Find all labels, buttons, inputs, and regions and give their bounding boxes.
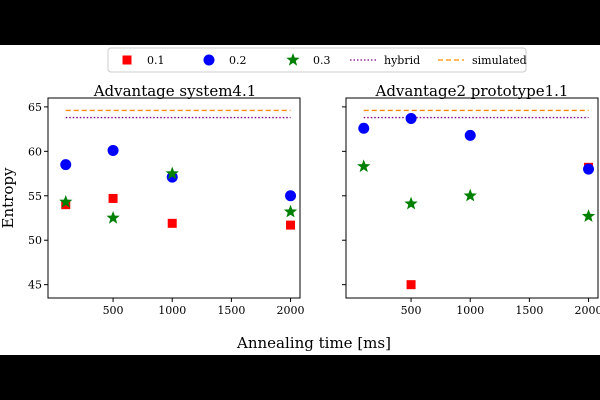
x-tick-label-left: 2000: [277, 304, 305, 317]
point-circle-right: [358, 122, 370, 134]
point-square-right: [406, 280, 416, 290]
x-axis-label: Annealing time [ms]: [236, 334, 391, 352]
y-tick-label-left: 65: [28, 101, 42, 114]
point-star-right: [581, 209, 596, 222]
point-circle-right: [464, 129, 476, 141]
y-tick-label-left: 50: [28, 234, 42, 247]
x-tick-label-right: 1500: [515, 304, 543, 317]
x-tick-label-left: 500: [103, 304, 124, 317]
panel-left: Advantage system4.1 500 1000 1500 2000 45 50 5…: [28, 82, 305, 317]
x-tick-label-left: 1500: [217, 304, 245, 317]
point-square-left: [286, 220, 296, 230]
point-circle-right: [583, 163, 595, 175]
point-circle-left: [107, 144, 119, 156]
point-star-left: [106, 211, 120, 224]
point-star-left: [59, 195, 73, 208]
point-star-left: [165, 166, 179, 180]
axes-frame-left: [47, 97, 301, 299]
x-tick-label-right: 1000: [456, 304, 484, 317]
legend-label: 0.2: [229, 54, 247, 67]
legend-marker-circle: [203, 54, 215, 66]
panel-right: Advantage2 prototype1.1 500 1000 1500 2000: [342, 82, 600, 317]
legend-label: 0.1: [147, 54, 165, 67]
axes-frame-right: [345, 97, 599, 299]
y-tick-label-left: 45: [28, 279, 42, 292]
point-circle-left: [60, 159, 72, 171]
legend-label: hybrid: [384, 54, 420, 67]
point-star-left: [283, 204, 298, 218]
point-star-right: [404, 196, 418, 210]
y-axis-label: Entropy: [0, 167, 17, 228]
x-tick-label-right: 2000: [575, 304, 600, 317]
legend-marker-star: [286, 53, 300, 66]
panel-title-left: Advantage system4.1: [93, 82, 257, 100]
legend-label: 0.3: [313, 54, 331, 67]
legend-marker-square: [122, 55, 132, 65]
y-tick-label-left: 60: [28, 145, 42, 158]
legend-label: simulated: [472, 54, 527, 67]
point-circle-left: [285, 190, 297, 202]
legend-frame: [107, 47, 527, 73]
legend: 0.1 0.2 0.3 hybrid simulated: [107, 47, 527, 73]
x-tick-label-left: 1000: [158, 304, 186, 317]
x-tick-label-right: 500: [401, 304, 422, 317]
point-star-right: [463, 188, 477, 202]
point-square-left: [167, 218, 177, 228]
point-circle-right: [405, 112, 417, 124]
point-star-right: [357, 159, 371, 173]
point-square-left: [108, 193, 118, 203]
y-tick-label-left: 55: [28, 190, 42, 203]
panel-title-right: Advantage2 prototype1.1: [375, 82, 569, 100]
